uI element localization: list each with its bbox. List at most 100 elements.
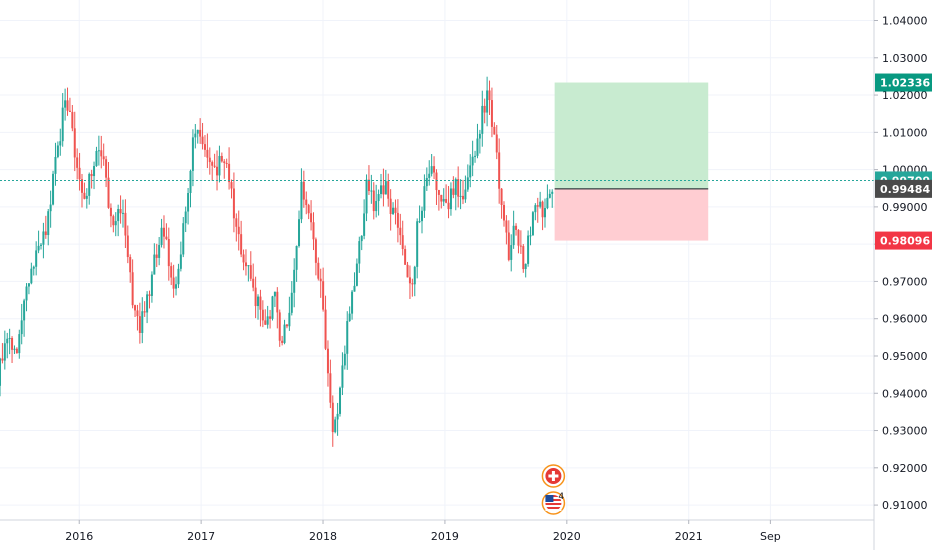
candle-down [461, 195, 465, 200]
candle-up [35, 250, 38, 267]
price-badge-label: 0.99484 [880, 183, 930, 196]
candle-down [211, 162, 214, 166]
candle-down [406, 264, 409, 278]
candle-up [469, 165, 472, 178]
candle-up [288, 312, 291, 327]
candle-down [382, 185, 385, 195]
grid-layer [0, 0, 874, 520]
candle-down [68, 110, 71, 112]
candle-up [416, 221, 419, 267]
candle-down [269, 316, 272, 319]
candle-up [474, 155, 477, 157]
candle-up [32, 266, 35, 269]
y-tick-label: 0.94000 [882, 387, 928, 400]
candle-up [271, 296, 274, 319]
price-axis[interactable]: 1.040001.030001.020001.010001.000000.990… [874, 15, 928, 513]
candle-down [134, 305, 137, 311]
candle-down [109, 207, 112, 217]
candle-down [507, 232, 510, 260]
candle-down [66, 100, 69, 111]
candle-down [387, 181, 390, 199]
x-tick-label: 2020 [553, 530, 581, 543]
y-tick-label: 0.97000 [882, 275, 928, 288]
candle-up [365, 179, 368, 214]
event-count: 4 [558, 492, 564, 502]
candle-up [295, 245, 298, 270]
candle-down [235, 218, 238, 227]
candle-up [54, 156, 57, 174]
candle-up [18, 334, 21, 354]
candle-up [97, 150, 100, 152]
candle-down [515, 225, 518, 230]
candle-up [85, 195, 88, 199]
candle-down [148, 294, 151, 296]
candle-down [232, 188, 235, 219]
candle-down [317, 262, 320, 279]
y-tick-label: 0.95000 [882, 350, 928, 363]
candle-up [64, 100, 67, 108]
candle-down [136, 310, 139, 317]
candle-down [124, 212, 127, 236]
stop-loss-zone[interactable] [554, 188, 709, 241]
position-zones[interactable] [554, 82, 709, 241]
candle-up [425, 177, 428, 187]
candle-up [548, 193, 551, 198]
candle-down [11, 337, 14, 350]
candle-up [266, 316, 269, 325]
candle-up [510, 245, 513, 260]
candle-up [360, 235, 363, 242]
candle-down [319, 278, 322, 282]
candle-down [502, 205, 505, 221]
candle-up [39, 244, 43, 246]
candle-up [196, 129, 199, 134]
candle-down [119, 209, 122, 214]
candle-up [341, 365, 344, 388]
candle-up [187, 193, 190, 212]
candle-up [117, 209, 120, 222]
candle-down [100, 150, 103, 157]
candle-down [206, 149, 209, 158]
candle-up [334, 419, 337, 433]
candle-up [392, 207, 395, 215]
candle-down [126, 235, 129, 258]
candle-up [351, 291, 354, 314]
candle-down [457, 179, 460, 197]
candle-up [52, 173, 55, 205]
candle-up [546, 197, 549, 209]
candle-up [8, 337, 11, 339]
candle-down [322, 281, 325, 310]
candle-up [56, 145, 59, 157]
candle-up [30, 268, 33, 284]
y-tick-label: 1.03000 [882, 52, 928, 65]
candle-up [59, 141, 62, 146]
candle-down [367, 179, 370, 191]
candle-down [408, 277, 411, 284]
time-axis[interactable]: 2016 2017 2018 2019 2020 2021 Sep [65, 520, 781, 543]
candle-down [240, 234, 243, 255]
take-profit-zone[interactable] [554, 82, 709, 189]
event-markers[interactable]: 4 [541, 464, 566, 515]
candle-down [278, 312, 281, 341]
candle-down [201, 136, 204, 145]
candle-up [247, 265, 250, 267]
candle-up [355, 263, 358, 286]
us-flag-icon[interactable] [541, 491, 566, 515]
candle-down [437, 190, 440, 195]
candle-down [143, 311, 146, 313]
y-tick-label: 0.99000 [882, 201, 928, 214]
price-badge [875, 179, 932, 198]
candle-series [0, 76, 554, 447]
candle-up [25, 286, 28, 301]
candle-up [153, 254, 156, 275]
ch-flag-icon[interactable] [541, 464, 566, 488]
candle-up [23, 300, 26, 321]
candle-up [95, 150, 98, 167]
candle-up [179, 254, 182, 269]
candle-up [184, 211, 187, 224]
candle-down [199, 129, 202, 137]
candle-down [80, 179, 83, 193]
x-tick-label: 2019 [431, 530, 459, 543]
candle-down [493, 126, 496, 135]
